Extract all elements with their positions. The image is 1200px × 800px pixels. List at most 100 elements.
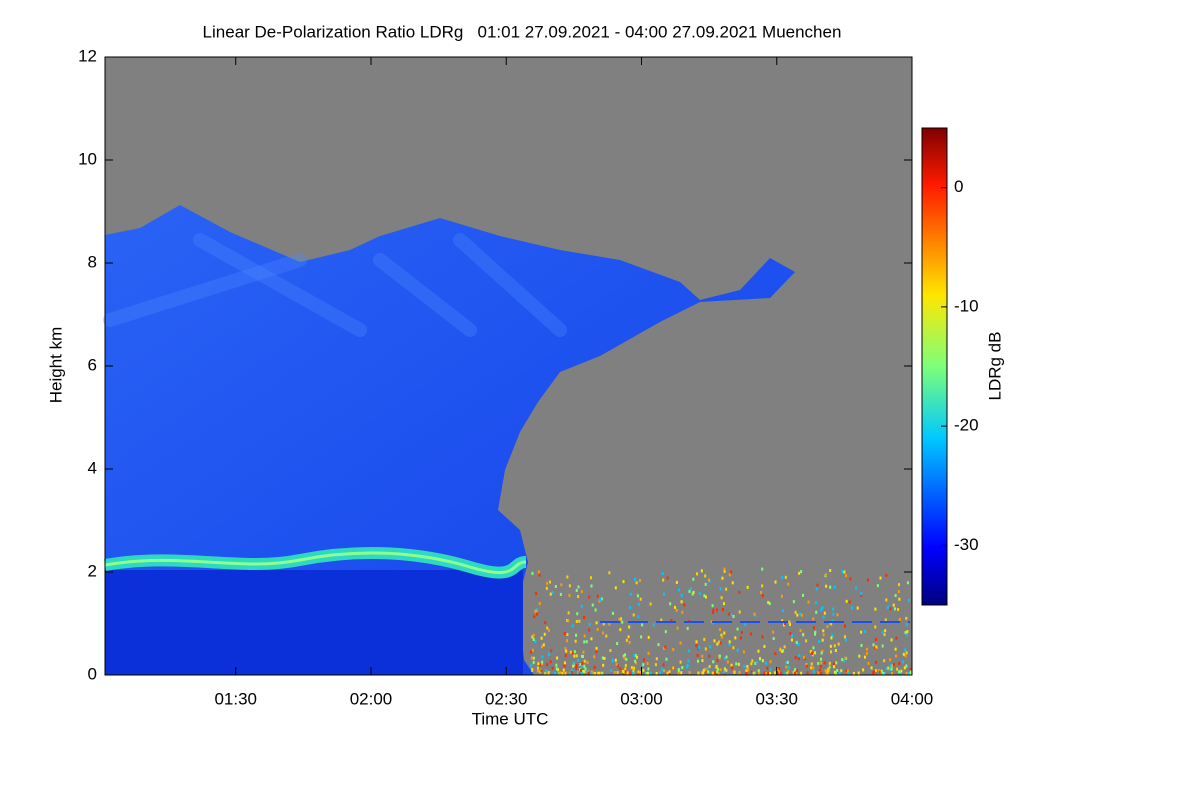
- speckle: [776, 668, 779, 672]
- speckle: [708, 670, 711, 674]
- speckle: [711, 671, 714, 675]
- speckle: [798, 571, 801, 575]
- speckle: [590, 671, 593, 675]
- speckle: [673, 605, 676, 609]
- speckle: [664, 630, 667, 634]
- speckle: [639, 671, 642, 675]
- speckle: [884, 671, 887, 675]
- axes: 01:30 02:00 02:30 03:00 03:30 04:00 0 2 4 6 8 10 12 0…: [78, 46, 1004, 708]
- speckle: [752, 671, 755, 675]
- speckle: [821, 606, 824, 610]
- speckle: [546, 626, 549, 630]
- speckle: [622, 580, 625, 584]
- speckle: [824, 573, 827, 577]
- speckle: [836, 670, 839, 674]
- speckle: [551, 666, 554, 670]
- speckle: [568, 593, 571, 597]
- speckle: [728, 573, 731, 577]
- speckle: [892, 663, 895, 667]
- speckle: [707, 578, 710, 582]
- speckle: [629, 592, 632, 596]
- speckle: [906, 633, 909, 637]
- speckle: [842, 659, 845, 663]
- speckle: [567, 611, 570, 615]
- speckle: [591, 603, 594, 607]
- speckle: [661, 572, 664, 576]
- speckle: [747, 667, 750, 671]
- speckle: [876, 584, 879, 588]
- speckle: [662, 646, 665, 650]
- speckle: [619, 667, 622, 671]
- speckle: [544, 621, 547, 625]
- speckle: [873, 670, 876, 674]
- speckle: [537, 570, 540, 574]
- speckle: [894, 647, 897, 651]
- speckle: [844, 656, 847, 660]
- speckle: [779, 671, 782, 675]
- speckle: [561, 671, 564, 675]
- speckle: [817, 671, 820, 675]
- speckle: [611, 659, 614, 663]
- streak: [453, 233, 567, 337]
- speckle: [662, 663, 665, 667]
- speckle: [637, 670, 640, 674]
- speckle: [783, 622, 786, 626]
- speckle: [533, 615, 536, 619]
- speckle: [626, 671, 629, 675]
- speckle: [708, 654, 711, 658]
- speckle: [778, 670, 781, 674]
- speckle: [906, 581, 909, 585]
- speckle: [590, 670, 593, 674]
- speckle: [897, 583, 900, 587]
- speckle: [603, 657, 606, 661]
- speckle: [829, 622, 832, 626]
- speckle: [860, 630, 863, 634]
- speckle: [713, 639, 716, 643]
- speckle: [572, 661, 575, 665]
- speckle: [830, 636, 833, 640]
- speckle: [531, 635, 534, 639]
- speckle: [584, 670, 587, 674]
- speckle: [575, 588, 578, 592]
- speckle: [894, 607, 897, 611]
- speckle: [894, 594, 897, 598]
- speckle: [792, 600, 795, 604]
- speckle: [563, 664, 566, 668]
- speckle: [822, 629, 825, 633]
- speckle: [847, 671, 850, 675]
- speckle: [862, 668, 865, 672]
- speckle: [583, 664, 586, 668]
- speckle: [720, 633, 723, 637]
- speckle: [738, 590, 741, 594]
- speckle: [672, 666, 675, 670]
- speckle: [608, 622, 611, 626]
- speckle: [812, 626, 815, 630]
- speckle: [637, 615, 640, 619]
- layer-top-core: [104, 551, 527, 575]
- speckle: [575, 620, 578, 624]
- speckle: [706, 670, 709, 674]
- speckle: [769, 671, 772, 675]
- speckle: [595, 650, 598, 654]
- speckle: [825, 671, 828, 675]
- speckle: [786, 660, 789, 664]
- speckle: [590, 584, 593, 588]
- speckle: [865, 647, 868, 651]
- plot-area: [103, 57, 912, 675]
- speckle: [647, 651, 650, 655]
- speckle: [636, 594, 639, 598]
- speckle: [718, 654, 721, 658]
- speckle: [573, 650, 576, 654]
- speckle: [565, 649, 568, 653]
- speckle: [807, 600, 810, 604]
- speckle: [791, 634, 794, 638]
- speckle: [569, 650, 572, 654]
- speckle: [809, 649, 812, 653]
- speckle: [886, 605, 889, 609]
- speckle: [806, 671, 809, 675]
- speckle: [582, 654, 585, 658]
- speckle: [580, 590, 583, 594]
- speckle: [857, 671, 860, 675]
- speckle: [580, 604, 583, 608]
- speckle: [858, 654, 861, 658]
